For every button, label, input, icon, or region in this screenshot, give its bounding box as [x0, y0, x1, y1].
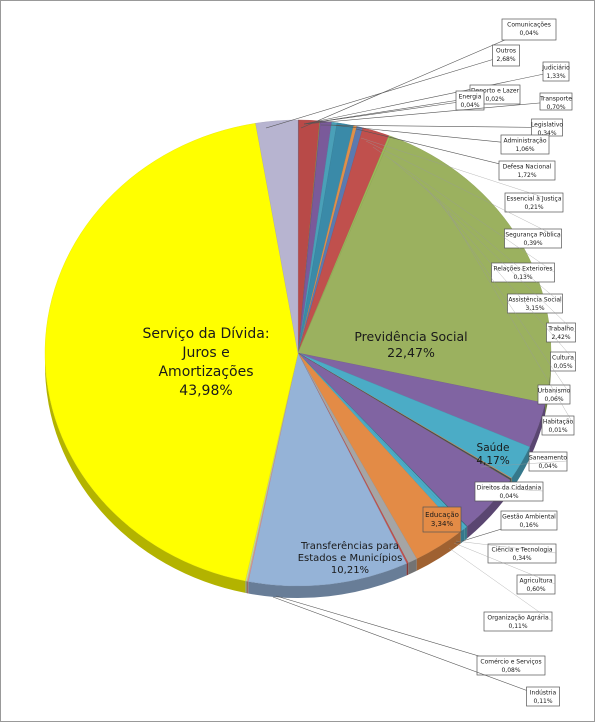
leader-line [304, 101, 470, 125]
pie-slices [45, 120, 551, 586]
pie-depth-segment [245, 581, 247, 593]
leader-line [301, 30, 529, 129]
pie-depth-segment [247, 581, 248, 593]
pie-depth-segment [465, 527, 467, 541]
leader-line [276, 596, 511, 666]
pie-slice [45, 123, 298, 581]
pie-depth-segment [407, 563, 409, 576]
